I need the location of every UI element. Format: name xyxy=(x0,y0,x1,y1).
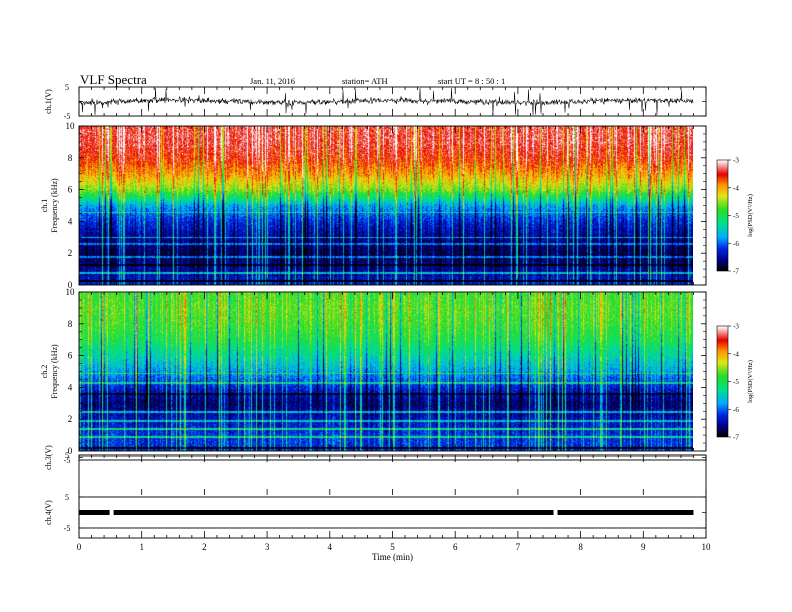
colorbar-tick-label: -5 xyxy=(733,378,739,386)
colorbar xyxy=(717,326,728,437)
frequency-tick-label: 0 xyxy=(68,446,73,456)
frequency-tick-label: 6 xyxy=(68,185,73,195)
time-tick-label: 8 xyxy=(578,542,583,552)
frequency-tick-label: 4 xyxy=(68,216,73,226)
header-date: Jan. 11, 2016 xyxy=(250,76,296,86)
channel-label: ch.1 xyxy=(40,199,49,213)
frequency-tick-label: 2 xyxy=(68,248,73,258)
waveform-trace xyxy=(113,510,554,515)
colorbar-tick-label: -5 xyxy=(733,212,739,220)
colorbar-tick-label: -7 xyxy=(733,434,739,442)
colorbar-label: log(PSD(V²/Hz) xyxy=(747,194,754,237)
waveform-traces xyxy=(78,87,694,515)
amplitude-tick-label: 5 xyxy=(65,493,69,502)
time-tick-label: 5 xyxy=(390,542,395,552)
channel-amplitude-label: ch.1(V) xyxy=(44,89,53,114)
colorbar-tick-label: -4 xyxy=(733,350,739,358)
frequency-tick-label: 10 xyxy=(66,287,76,297)
amplitude-tick-label: 5 xyxy=(65,83,69,92)
time-ticks-bottom xyxy=(78,455,707,538)
amplitude-tick-label: -5 xyxy=(64,456,71,465)
amplitude-ticks xyxy=(79,86,706,117)
time-tick-label: 2 xyxy=(202,542,207,552)
time-tick-label: 7 xyxy=(516,542,521,552)
time-axis-label: Time (min) xyxy=(372,552,413,562)
frequency-ticks xyxy=(79,291,706,452)
time-tick-label: 1 xyxy=(139,542,144,552)
time-tick-label: 3 xyxy=(265,542,270,552)
frequency-axis-label: Frequency (kHz) xyxy=(50,178,59,233)
inner-ticks xyxy=(78,489,707,495)
header-station: station= ATH xyxy=(342,76,388,86)
header-start-time: start UT = 8 : 50 : 1 xyxy=(438,76,506,86)
colorbar-tick-label: -6 xyxy=(733,240,739,248)
waveform-trace xyxy=(557,510,694,515)
colorbar xyxy=(717,160,728,271)
frequency-tick-label: 10 xyxy=(66,121,76,131)
frequency-tick-label: 4 xyxy=(68,382,73,392)
frequency-axis-label: Frequency (kHz) xyxy=(50,344,59,399)
lower-axis-frame xyxy=(78,454,707,539)
time-ticks-ch1 xyxy=(78,87,707,116)
frequency-minor-ticks xyxy=(79,299,706,444)
chart-title: VLF Spectra xyxy=(80,72,147,87)
amplitude-tick-label: -5 xyxy=(64,112,71,121)
waveform-trace xyxy=(78,87,694,116)
time-tick-label: 10 xyxy=(702,542,712,552)
time-tick-label: 4 xyxy=(328,542,333,552)
colorbar-tick-label: -6 xyxy=(733,406,739,414)
spectrogram-ch2 xyxy=(79,292,693,451)
frequency-ticks xyxy=(79,125,706,286)
colorbar-tick-label: -7 xyxy=(733,268,739,276)
channel-amplitude-label: ch.4(V) xyxy=(44,500,53,525)
time-tick-label: 9 xyxy=(641,542,646,552)
frequency-tick-label: 6 xyxy=(68,351,73,361)
amplitude-ticks xyxy=(79,496,706,529)
colorbar-tick-label: -4 xyxy=(733,184,739,192)
spectrogram-images xyxy=(79,126,728,451)
colorbar-label: log(PSD(V²/Hz) xyxy=(747,360,754,403)
amplitude-tick-label: -5 xyxy=(64,524,71,533)
time-ticks-spec2 xyxy=(78,292,707,451)
time-tick-label: 0 xyxy=(77,542,82,552)
panel-frames xyxy=(78,86,731,539)
spectrogram-ch1 xyxy=(79,126,693,285)
frequency-tick-label: 8 xyxy=(68,153,73,163)
frequency-tick-label: 0 xyxy=(68,280,73,290)
time-tick-label: 6 xyxy=(453,542,458,552)
waveform-trace xyxy=(79,510,110,515)
frequency-tick-label: 8 xyxy=(68,319,73,329)
time-ticks-spec1 xyxy=(78,126,707,285)
frequency-minor-ticks xyxy=(79,133,706,278)
channel-amplitude-label: ch.3(V) xyxy=(44,445,53,470)
colorbar-tick-label: -3 xyxy=(733,157,739,165)
frequency-tick-label: 2 xyxy=(68,414,73,424)
amplitude-tick-label: 5 xyxy=(65,451,69,460)
channel-label: ch.2 xyxy=(40,365,49,379)
colorbar-tick-label: -3 xyxy=(733,323,739,331)
